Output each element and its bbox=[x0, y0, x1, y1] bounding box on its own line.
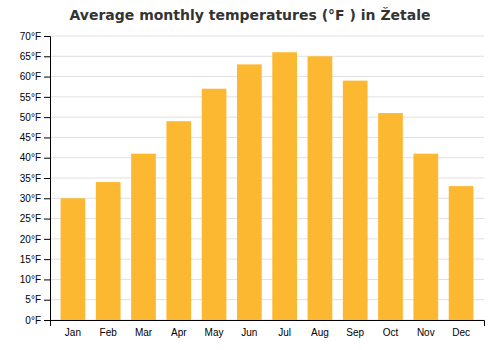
y-tick-label: 55°F bbox=[20, 92, 41, 103]
x-tick: Apr bbox=[171, 327, 187, 338]
bar bbox=[413, 154, 438, 320]
x-tick: Sep bbox=[346, 327, 364, 338]
y-tick-label: 30°F bbox=[20, 193, 41, 204]
y-tick: 25°F bbox=[20, 213, 50, 224]
y-tick-label: 70°F bbox=[20, 31, 41, 42]
x-tick-label: Apr bbox=[171, 327, 187, 338]
bar bbox=[61, 198, 86, 320]
x-tick-label: Aug bbox=[311, 327, 329, 338]
x-tick: Nov bbox=[417, 327, 435, 338]
x-tick: Jun bbox=[241, 327, 257, 338]
grid-line bbox=[50, 137, 484, 138]
x-tick-label: Jun bbox=[241, 327, 257, 338]
grid-line bbox=[50, 36, 484, 37]
y-tick: 20°F bbox=[20, 234, 50, 245]
bar bbox=[131, 154, 156, 320]
y-tick-mark bbox=[44, 117, 50, 118]
x-axis: Jan Feb Mar Apr May Jun Jul Aug Sep Oct Nov Dec bbox=[51, 321, 485, 339]
y-tick: 60°F bbox=[20, 71, 50, 82]
bar bbox=[202, 89, 227, 320]
y-tick: 35°F bbox=[20, 173, 50, 184]
chart-title: Average monthly temperatures (°F ) in Že… bbox=[69, 7, 430, 23]
y-tick-label: 65°F bbox=[20, 51, 41, 62]
bar bbox=[272, 52, 297, 320]
bar bbox=[237, 64, 262, 320]
x-tick-label: Dec bbox=[452, 327, 470, 338]
y-tick-label: 15°F bbox=[20, 254, 41, 265]
chart-container: Average monthly temperatures (°F ) in Že… bbox=[0, 0, 500, 350]
y-tick-label: 60°F bbox=[20, 71, 41, 82]
x-tick: Mar bbox=[135, 327, 153, 338]
x-tick-label: Oct bbox=[383, 327, 399, 338]
y-tick: 65°F bbox=[20, 51, 50, 62]
y-tick-mark bbox=[44, 300, 50, 301]
y-tick-mark bbox=[44, 279, 50, 280]
y-tick: 45°F bbox=[20, 132, 50, 143]
bar bbox=[378, 113, 403, 320]
y-tick-mark bbox=[44, 158, 50, 159]
y-tick: 15°F bbox=[20, 254, 50, 265]
bar bbox=[96, 182, 121, 320]
y-tick: 5°F bbox=[25, 294, 50, 305]
y-tick-mark bbox=[44, 239, 50, 240]
x-tick: Oct bbox=[383, 327, 399, 338]
y-axis-line bbox=[44, 37, 51, 321]
y-tick-mark bbox=[44, 137, 50, 138]
grid-line bbox=[50, 96, 484, 97]
y-tick: 30°F bbox=[20, 193, 50, 204]
y-tick-mark bbox=[44, 97, 50, 98]
x-tick: May bbox=[205, 327, 224, 338]
y-tick: 70°F bbox=[20, 31, 50, 42]
y-tick-label: 40°F bbox=[20, 152, 41, 163]
y-tick-mark bbox=[44, 259, 50, 260]
grid bbox=[50, 36, 484, 320]
x-tick-label: Nov bbox=[417, 327, 435, 338]
bar bbox=[308, 56, 333, 320]
y-axis: 0°F 5°F 10°F 15°F 20°F 25°F 30°F 35°F 40°F 45°F 50… bbox=[20, 31, 51, 326]
x-tick: Dec bbox=[452, 327, 470, 338]
y-tick: 40°F bbox=[20, 152, 50, 163]
y-tick-label: 5°F bbox=[25, 294, 41, 305]
x-tick-label: Jan bbox=[65, 327, 81, 338]
x-tick-label: May bbox=[205, 327, 224, 338]
x-tick: Jul bbox=[278, 327, 291, 338]
x-tick-label: Feb bbox=[100, 327, 118, 338]
grid-line bbox=[50, 76, 484, 77]
y-tick: 0°F bbox=[25, 315, 50, 326]
y-tick-mark bbox=[44, 219, 50, 220]
y-tick-mark bbox=[44, 36, 50, 37]
plot-area: Jan Feb Mar Apr May Jun Jul Aug Sep Oct Nov Dec 0°F 5… bbox=[20, 31, 485, 338]
x-tick: Aug bbox=[311, 327, 329, 338]
y-tick-mark bbox=[44, 320, 50, 321]
y-tick-label: 35°F bbox=[20, 173, 41, 184]
bar bbox=[166, 121, 191, 320]
chart-svg: Average monthly temperatures (°F ) in Že… bbox=[0, 0, 500, 350]
y-tick-label: 0°F bbox=[25, 315, 41, 326]
y-tick-mark bbox=[44, 198, 50, 199]
grid-line bbox=[50, 56, 484, 57]
y-tick-label: 50°F bbox=[20, 112, 41, 123]
y-tick: 10°F bbox=[20, 274, 50, 285]
y-tick-mark bbox=[44, 178, 50, 179]
bars bbox=[61, 52, 474, 320]
bar bbox=[343, 81, 368, 320]
y-tick-mark bbox=[44, 56, 50, 57]
y-tick-label: 10°F bbox=[20, 274, 41, 285]
y-tick-label: 25°F bbox=[20, 213, 41, 224]
y-tick: 55°F bbox=[20, 92, 50, 103]
x-tick-label: Jul bbox=[278, 327, 291, 338]
x-tick-label: Sep bbox=[346, 327, 364, 338]
x-tick: Jan bbox=[65, 327, 81, 338]
grid-line bbox=[50, 117, 484, 118]
y-tick-mark bbox=[44, 77, 50, 78]
y-tick: 50°F bbox=[20, 112, 50, 123]
y-tick-label: 45°F bbox=[20, 132, 41, 143]
x-tick-label: Mar bbox=[135, 327, 153, 338]
x-tick: Feb bbox=[100, 327, 118, 338]
bar bbox=[449, 186, 474, 320]
x-axis-line bbox=[51, 321, 485, 327]
y-tick-label: 20°F bbox=[20, 234, 41, 245]
